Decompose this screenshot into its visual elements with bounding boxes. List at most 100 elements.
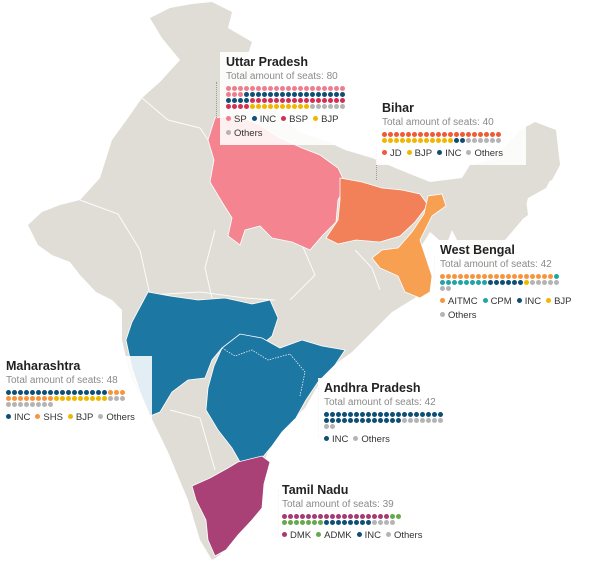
bihar-seat-total: Total amount of seats: 40 (382, 117, 494, 128)
seat-dot-bjp (436, 138, 441, 143)
seat-dot-others (334, 104, 339, 109)
seat-dot-inc (360, 412, 365, 417)
seat-dot-admk (390, 514, 395, 519)
seat-dot-sp (226, 86, 231, 91)
seat-dot-shs (108, 390, 113, 395)
legend-item-dmk: DMK (282, 529, 311, 543)
legend-item-inc: INC (516, 295, 541, 309)
seat-dot-jd (454, 132, 459, 137)
legend-item-others: Others (440, 309, 477, 323)
legend-label: BJP (554, 296, 572, 307)
west-bengal-title: West Bengal (440, 243, 515, 257)
seat-dot-inc (378, 418, 383, 423)
seat-dot-jd (394, 132, 399, 137)
seat-dot-dmk (282, 514, 287, 519)
seat-dot-cpm (482, 280, 487, 285)
seat-dot-inc (96, 390, 101, 395)
legend-label: INC (445, 148, 462, 159)
seat-dot-sp (238, 92, 243, 97)
seat-dot-bsp (268, 98, 273, 103)
seat-dot-inc (292, 92, 297, 97)
seat-dot-others (420, 418, 425, 423)
seat-dot-inc (334, 92, 339, 97)
seat-dot-inc (336, 412, 341, 417)
seat-dot-others (478, 138, 483, 143)
seat-dot-inc (324, 418, 329, 423)
seat-dot-inc (316, 92, 321, 97)
seat-dot-inc (274, 92, 279, 97)
seat-dot-shs (114, 390, 119, 395)
seat-dot-others (24, 402, 29, 407)
legend-item-others: Others (353, 433, 390, 447)
seat-dot-sp (232, 86, 237, 91)
seat-dot-inc (384, 418, 389, 423)
seat-dot-bjp (448, 138, 453, 143)
seat-dot-inc (366, 418, 371, 423)
legend-swatch-inc (437, 150, 443, 155)
seat-dot-jd (406, 132, 411, 137)
legend-label: INC (259, 114, 277, 125)
legend-item-bjp: BJP (313, 113, 339, 127)
seat-dot-inc (438, 412, 443, 417)
tamil-nadu-panel: Tamil Nadu Total amount of seats: 39 DMK AD… (276, 480, 438, 547)
seat-dot-inc (6, 390, 11, 395)
seat-dot-bjp (388, 138, 393, 143)
legend-swatch-cpm (482, 298, 488, 303)
seat-dot-inc (494, 280, 499, 285)
seat-dot-shs (24, 396, 29, 401)
andhra-pradesh-seat-dots (324, 412, 474, 429)
bihar-region (325, 177, 429, 245)
seat-dot-bjp (424, 138, 429, 143)
legend-swatch-inc (356, 532, 362, 537)
seat-dot-inc (414, 412, 419, 417)
seat-dot-jd (388, 132, 393, 137)
seat-dot-dmk (384, 514, 389, 519)
uttar-pradesh-panel: Uttar Pradesh Total amount of seats: 80 SP… (220, 52, 378, 145)
seat-dot-others (322, 104, 327, 109)
legend-label: Others (361, 434, 390, 445)
seat-dot-bjp (304, 104, 309, 109)
legend-label: BJP (414, 148, 433, 159)
seat-dot-dmk (372, 514, 377, 519)
west-bengal-region (371, 193, 447, 299)
seat-dot-bjp (280, 104, 285, 109)
seat-dot-inc (84, 390, 89, 395)
maharashtra-panel: Maharashtra Total amount of seats: 48 INC S… (0, 356, 152, 429)
legend-swatch-bjp (546, 298, 552, 303)
seat-dot-sp (322, 86, 327, 91)
seat-dot-others (554, 280, 559, 285)
legend-item-others: Others (98, 411, 135, 425)
seat-dot-dmk (324, 514, 329, 519)
seat-dot-bjp (78, 396, 83, 401)
seat-dot-others (324, 424, 329, 429)
legend-swatch-bjp (67, 414, 73, 419)
legend-swatch-others (353, 436, 359, 441)
seat-dot-inc (286, 92, 291, 97)
seat-dot-others (330, 424, 335, 429)
seat-dot-sp (298, 86, 303, 91)
seat-dot-dmk (336, 514, 341, 519)
seat-dot-dmk (378, 514, 383, 519)
seat-dot-bjp (292, 104, 297, 109)
seat-dot-jd (466, 132, 471, 137)
seat-dot-inc (512, 280, 517, 285)
legend-item-aitmc: AITMC (440, 295, 478, 309)
uttar-pradesh-region (207, 114, 347, 251)
legend-label: Others (448, 310, 477, 321)
maharashtra-seat-dots (6, 390, 146, 407)
seat-dot-inc (310, 92, 315, 97)
seat-dot-inc (348, 418, 353, 423)
maharashtra-legend: INC SHS BJP Others (6, 411, 146, 425)
legend-item-inc: INC (6, 411, 30, 425)
seat-dot-inc (348, 520, 353, 525)
seat-dot-inc (298, 92, 303, 97)
seat-dot-bsp (250, 98, 255, 103)
seat-dot-bsp (292, 98, 297, 103)
seat-dot-others (328, 104, 333, 109)
seat-dot-inc (78, 390, 83, 395)
seat-dot-others (490, 138, 495, 143)
seat-dot-others (438, 418, 443, 423)
seat-dot-jd (424, 132, 429, 137)
seat-dot-dmk (306, 514, 311, 519)
west-bengal-legend: AITMC CPM INC BJP Others (440, 295, 590, 323)
